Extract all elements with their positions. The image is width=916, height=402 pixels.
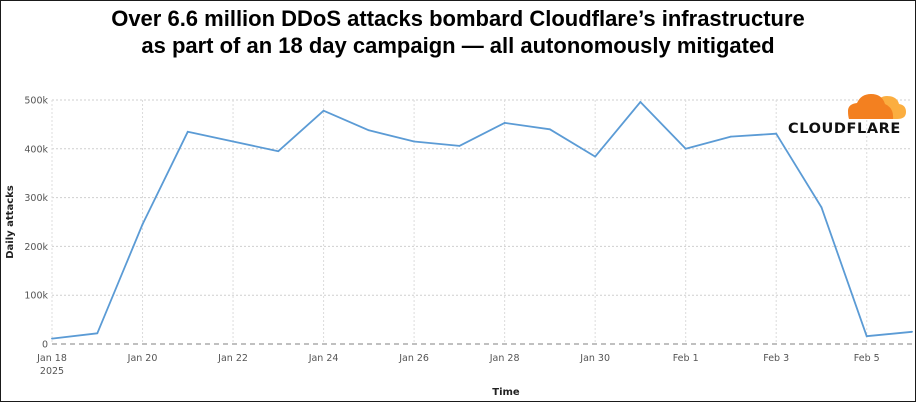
data-point xyxy=(503,122,506,124)
cloudflare-logo-text: CLOUDFLARE xyxy=(788,121,901,137)
x-axis-title: Time xyxy=(492,387,520,398)
x-tick-label: Jan 22 xyxy=(217,353,248,364)
x-tick-label: Feb 3 xyxy=(763,353,789,364)
data-point xyxy=(96,332,99,335)
data-point xyxy=(820,206,823,209)
data-point xyxy=(639,101,642,103)
data-point xyxy=(51,337,53,340)
cloud-front-shape xyxy=(848,94,894,119)
data-point xyxy=(865,335,868,338)
data-point xyxy=(684,147,687,150)
y-tick-label: 0 xyxy=(42,340,48,351)
y-tick-label: 500k xyxy=(24,96,48,107)
series-layer xyxy=(51,101,913,340)
y-tick-label: 400k xyxy=(24,144,48,155)
data-point xyxy=(458,144,461,147)
data-point xyxy=(367,129,370,132)
y-tick-label: 200k xyxy=(24,242,48,253)
data-point xyxy=(594,155,597,158)
data-point xyxy=(775,132,778,135)
data-point xyxy=(730,135,732,138)
data-point xyxy=(232,140,234,143)
x-tick-sublabel: 2025 xyxy=(40,366,64,377)
data-point xyxy=(322,109,325,112)
data-point xyxy=(186,130,189,133)
data-point xyxy=(911,330,913,333)
x-tick-label: Jan 18 xyxy=(36,353,67,364)
data-point xyxy=(413,140,416,143)
x-tick-label: Feb 1 xyxy=(673,353,699,364)
series-line xyxy=(51,101,913,340)
title-line-1: Over 6.6 million DDoS attacks bombard Cl… xyxy=(111,6,805,31)
y-tick-label: 100k xyxy=(24,291,48,302)
data-point xyxy=(141,223,144,226)
axes: 0 100k 200k 300k 400k 500k Jan 18 Jan 20 Jan 22 J… xyxy=(24,96,879,378)
x-tick-label: Jan 30 xyxy=(579,353,610,364)
y-axis-title: Daily attacks xyxy=(5,185,16,259)
y-tick-label: 300k xyxy=(24,193,48,204)
x-tick-label: Jan 28 xyxy=(489,353,520,364)
cloudflare-cloud-icon xyxy=(848,94,906,119)
x-tick-label: Feb 5 xyxy=(854,353,880,364)
data-point xyxy=(548,128,551,131)
x-tick-label: Jan 20 xyxy=(127,353,158,364)
chart-title: Over 6.6 million DDoS attacks bombard Cl… xyxy=(0,5,916,59)
data-point xyxy=(277,150,280,153)
title-line-2: as part of an 18 day campaign — all auto… xyxy=(141,33,775,58)
gridlines xyxy=(51,99,912,345)
x-tick-label: Jan 26 xyxy=(398,353,429,364)
x-tick-label: Jan 24 xyxy=(308,353,339,364)
